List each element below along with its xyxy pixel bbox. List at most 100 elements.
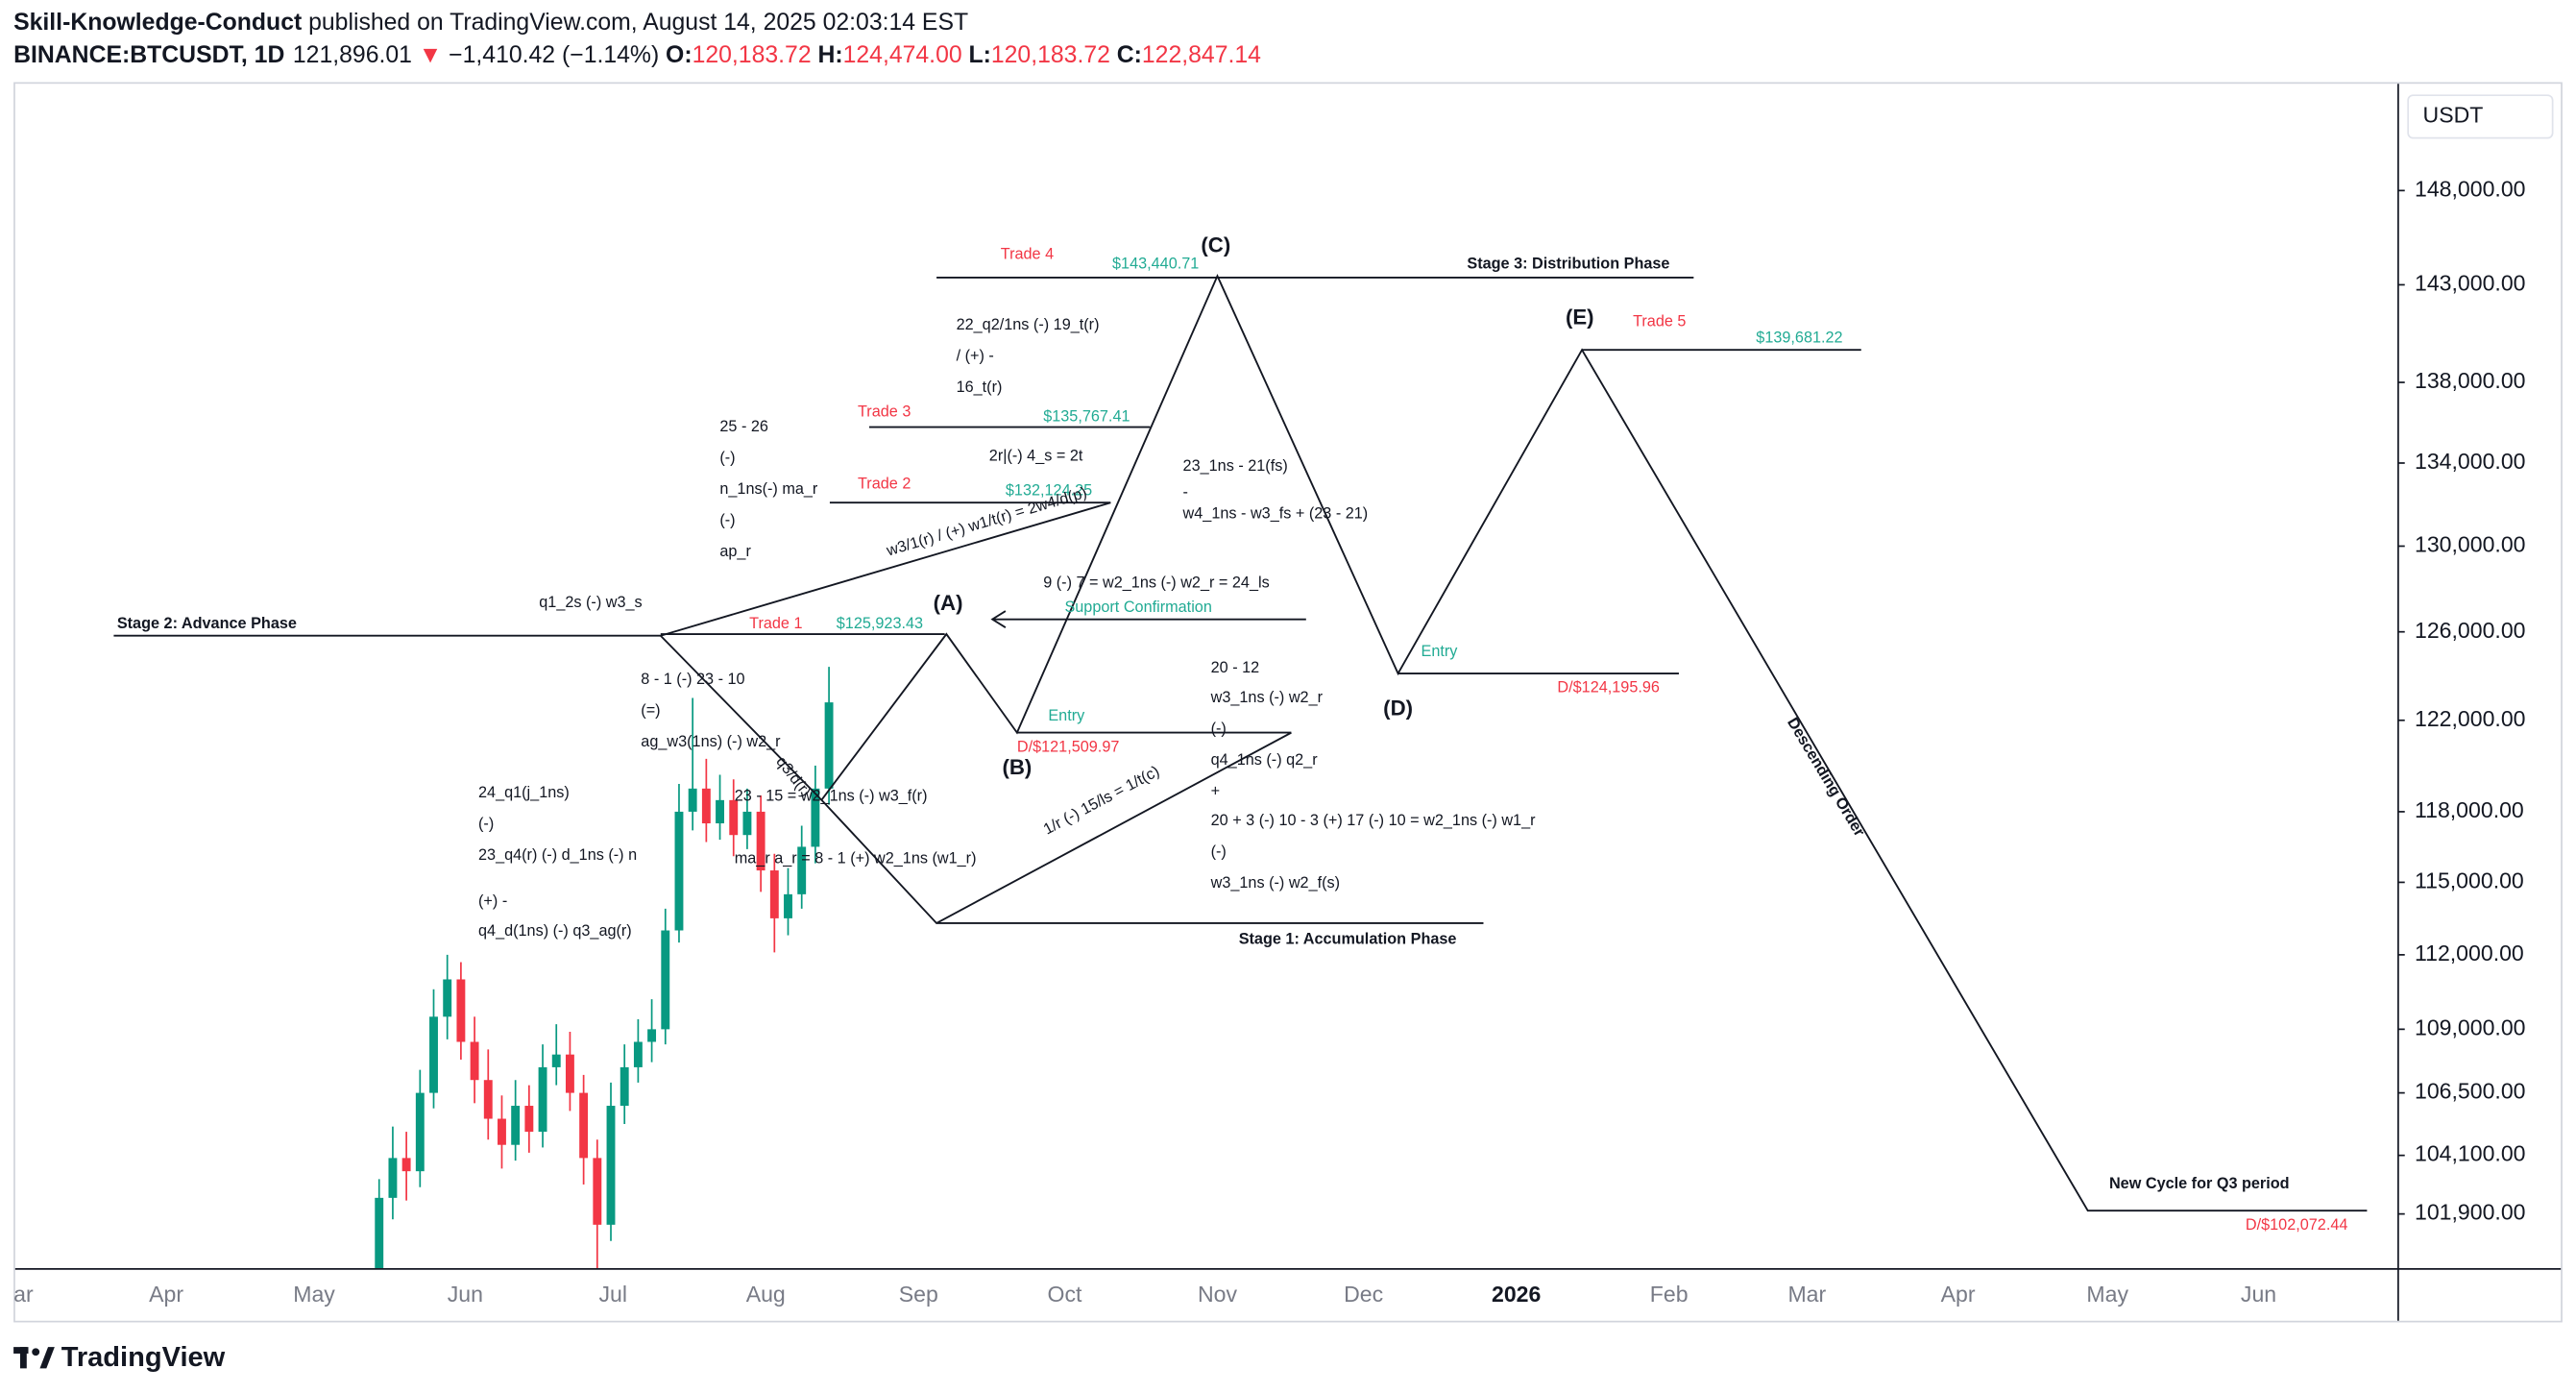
annotation: 23_q4(r) (-) d_1ns (-) n bbox=[478, 846, 637, 864]
time-axis: ar Apr May Jun Jul Aug Sep Oct Nov Dec 2026 Feb Mar A… bbox=[13, 1282, 2276, 1307]
annotation: (A) bbox=[934, 591, 963, 615]
price-tick-label: 130,000.00 bbox=[2415, 532, 2526, 557]
candle-body bbox=[756, 811, 766, 871]
change-arrow: ▼ bbox=[419, 42, 443, 68]
symbol: BINANCE:BTCUSDT, 1D bbox=[13, 42, 284, 68]
annotation: Stage 1: Accumulation Phase bbox=[1239, 930, 1457, 947]
annotation: - bbox=[1183, 483, 1188, 501]
candle-body bbox=[443, 979, 452, 1017]
candle-body bbox=[729, 799, 739, 836]
candle-body bbox=[551, 1054, 561, 1067]
annotation: ap_r bbox=[719, 543, 751, 560]
ohlc-key: L: bbox=[968, 42, 990, 68]
annotation: (B) bbox=[1002, 755, 1032, 779]
author: Skill-Knowledge-Conduct bbox=[13, 9, 302, 35]
ohlc-value: 120,183.72 bbox=[693, 42, 812, 68]
price-tick-label: 109,000.00 bbox=[2415, 1014, 2526, 1039]
time-label: Apr bbox=[1941, 1282, 1976, 1307]
annotation: Trade 5 bbox=[1633, 312, 1686, 330]
price-tick-label: 126,000.00 bbox=[2415, 618, 2526, 643]
publish-line: Skill-Knowledge-Conduct published on Tra… bbox=[13, 9, 968, 35]
annotation: (-) bbox=[1211, 720, 1227, 737]
annotation: $125,923.43 bbox=[837, 615, 923, 632]
published: published on TradingView.com, August 14,… bbox=[302, 9, 968, 35]
annotation: (C) bbox=[1201, 232, 1230, 257]
annotation: Stage 3: Distribution Phase bbox=[1467, 256, 1669, 273]
candle-body bbox=[593, 1158, 602, 1225]
ohlc-value: 124,474.00 bbox=[843, 42, 962, 68]
annotation: D/$124,195.96 bbox=[1557, 679, 1660, 696]
logo-part bbox=[32, 1348, 40, 1356]
candle-body bbox=[498, 1118, 506, 1145]
candle-body bbox=[647, 1029, 657, 1042]
annotation: q4_d(1ns) (-) q3_ag(r) bbox=[478, 922, 632, 940]
annotation: 9 (-) 7 = w2_1ns (-) w2_r = 24_ls bbox=[1043, 574, 1270, 591]
time-label: Jul bbox=[598, 1282, 627, 1307]
quote-line: BINANCE:BTCUSDT, 1D 121,896.01 ▼ −1,410.42 … bbox=[13, 42, 1261, 68]
time-label: May bbox=[293, 1282, 335, 1307]
annotation: Trade 4 bbox=[1001, 245, 1054, 262]
annotation: 20 - 12 bbox=[1211, 659, 1260, 676]
arrow-head bbox=[990, 610, 1007, 628]
annotation: ag_w3(1ns) (-) w2_r bbox=[641, 733, 781, 750]
time-label: Jun bbox=[2241, 1282, 2276, 1307]
candle-body bbox=[579, 1092, 589, 1159]
candle-body bbox=[565, 1054, 574, 1093]
annotation: n_1ns(-) ma_r bbox=[719, 480, 818, 498]
ohlc-key: O: bbox=[666, 42, 693, 68]
time-label: May bbox=[2086, 1282, 2128, 1307]
annotation: 20 + 3 (-) 10 - 3 (+) 17 (-) 10 = w2_1ns… bbox=[1211, 812, 1536, 829]
candle-body bbox=[688, 788, 697, 812]
candle-body bbox=[824, 702, 834, 789]
candle-body bbox=[811, 788, 820, 847]
candle-body bbox=[470, 1041, 479, 1081]
currency-box[interactable] bbox=[2407, 94, 2554, 139]
candle-body bbox=[716, 799, 724, 824]
candle-body bbox=[661, 930, 670, 1030]
time-label: Dec bbox=[1344, 1282, 1383, 1307]
time-label: 2026 bbox=[1492, 1282, 1541, 1307]
candle-body bbox=[742, 811, 752, 836]
ohlc-value: 120,183.72 bbox=[991, 42, 1110, 68]
candle-body bbox=[538, 1066, 547, 1133]
annotation: (+) - bbox=[478, 892, 507, 910]
candle-body bbox=[415, 1092, 425, 1172]
ohlc-value: 122,847.14 bbox=[1142, 42, 1261, 68]
time-label: Aug bbox=[746, 1282, 786, 1307]
annotation: (-) bbox=[719, 449, 735, 466]
annotation: w4_1ns - w3_fs + (23 - 21) bbox=[1182, 504, 1369, 522]
candle-body bbox=[524, 1106, 534, 1133]
annotation: Trade 1 bbox=[749, 615, 802, 632]
trend-line bbox=[660, 635, 1484, 924]
trend-line bbox=[936, 731, 1292, 924]
price-tick-label: 118,000.00 bbox=[2415, 797, 2524, 822]
price-tick-label: 106,500.00 bbox=[2415, 1079, 2526, 1104]
annotation: ma_r a_r = 8 - 1 (+) w2_1ns (w1_r) bbox=[735, 850, 977, 868]
currency: USDT bbox=[2423, 102, 2484, 127]
price-tick-label: 101,900.00 bbox=[2415, 1200, 2526, 1225]
annotation: q4_1ns (-) q2_r bbox=[1211, 751, 1319, 769]
candle-body bbox=[429, 1016, 438, 1093]
candle-body bbox=[784, 893, 792, 918]
annotation: Entry bbox=[1048, 707, 1085, 724]
time-label: Mar bbox=[1787, 1282, 1826, 1307]
annotation: 8 - 1 (-) 23 - 10 bbox=[641, 671, 744, 688]
annotation: 2r|(-) 4_s = 2t bbox=[989, 448, 1083, 465]
time-label: Feb bbox=[1650, 1282, 1689, 1307]
annotation: $135,767.41 bbox=[1043, 408, 1130, 426]
price-axis: 148,000.00 143,000.00 138,000.00 134,000.00… bbox=[2397, 176, 2526, 1225]
drawings bbox=[113, 273, 2368, 1212]
annotation: + bbox=[1211, 782, 1220, 799]
time-label: ar bbox=[13, 1282, 34, 1307]
annotation: D/$102,072.44 bbox=[2246, 1216, 2348, 1234]
price-tick-label: 148,000.00 bbox=[2415, 176, 2526, 201]
candles bbox=[375, 667, 834, 1269]
annotation: (-) bbox=[478, 816, 494, 833]
annotation: 25 - 26 bbox=[719, 418, 768, 435]
annotation: Stage 2: Advance Phase bbox=[117, 615, 297, 632]
chart-frame bbox=[13, 82, 2563, 1323]
annotation: (-) bbox=[1211, 843, 1227, 861]
annotation: D/$121,509.97 bbox=[1017, 738, 1120, 755]
time-label: Nov bbox=[1198, 1282, 1238, 1307]
